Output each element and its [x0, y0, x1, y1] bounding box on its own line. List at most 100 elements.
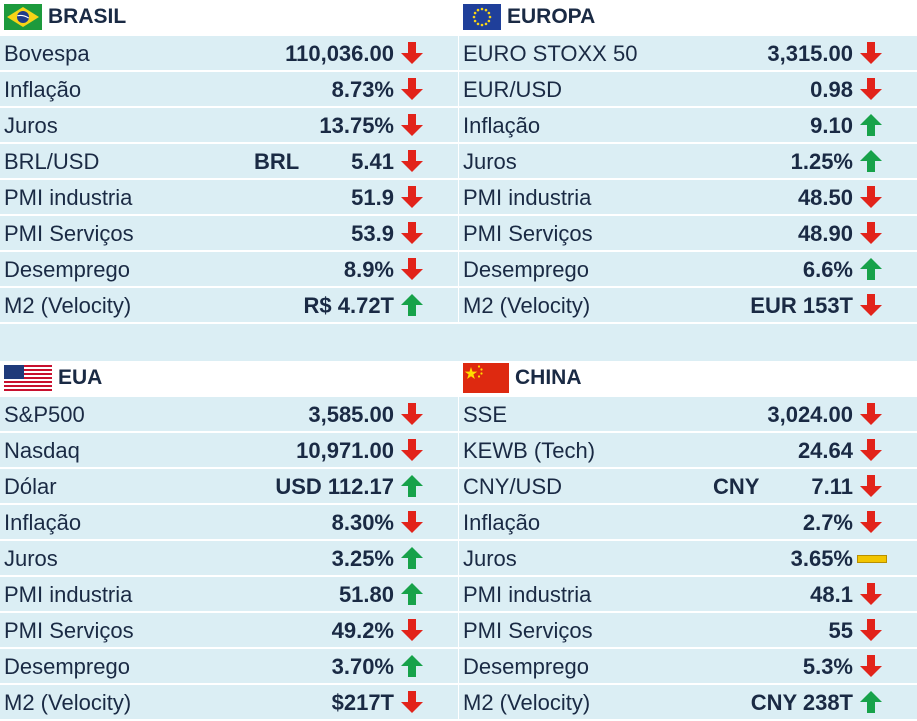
indicator-row: BRL/USD BRL 5.41: [0, 144, 458, 178]
indicator-value: 3.25%: [331, 546, 394, 571]
indicator-row: M2 (Velocity) EUR 153T: [459, 288, 917, 322]
indicator-row: PMI Serviços 49.2%: [0, 613, 458, 647]
arrow-down-icon: [401, 114, 423, 136]
indicator-value: 48.1: [810, 582, 853, 607]
arrow-down-icon: [401, 403, 423, 425]
arrow-down-icon: [860, 583, 882, 605]
panel-title: BRASIL: [48, 5, 127, 28]
panel-header: EUA: [0, 361, 458, 397]
arrow-down-icon: [860, 78, 882, 100]
indicator-list: SSE 3,024.00 KEWB (Tech) 24.64 CNY/USD CNY 7.1…: [459, 397, 917, 719]
indicator-row: M2 (Velocity) CNY 238T: [459, 685, 917, 719]
arrow-down-icon: [401, 619, 423, 641]
indicator-value: 3.70%: [331, 654, 394, 679]
indicator-value: USD 112.17: [275, 474, 394, 499]
indicator-value: 10,971.00: [296, 438, 394, 463]
indicator-label: M2 (Velocity): [4, 293, 132, 318]
arrow-down-icon: [401, 42, 423, 64]
indicator-label: SSE: [463, 402, 508, 427]
arrow-down-icon: [860, 511, 882, 533]
indicator-list: S&P500 3,585.00 Nasdaq 10,971.00 Dólar USD 11…: [0, 397, 458, 719]
indicator-label: KEWB (Tech): [463, 438, 596, 463]
indicator-row: PMI Serviços 53.9: [0, 216, 458, 250]
panel-eua: EUA S&P500 3,585.00 Nasdaq 10,971.00 Dólar US…: [0, 361, 458, 721]
indicator-label: Desemprego: [463, 654, 589, 679]
arrow-up-icon: [860, 691, 882, 713]
indicator-label: EUR/USD: [463, 77, 563, 102]
indicator-value: 8.9%: [343, 257, 394, 282]
arrow-down-icon: [860, 222, 882, 244]
eu-flag-icon: [463, 4, 501, 30]
indicator-label: EURO STOXX 50: [463, 41, 638, 66]
indicator-row: Desemprego 3.70%: [0, 649, 458, 683]
indicator-value: 7.11: [811, 474, 853, 499]
arrow-down-icon: [860, 619, 882, 641]
indicator-label: PMI Serviços: [463, 221, 593, 246]
panel-header: EUROPA: [459, 0, 917, 36]
indicator-value: 8.73%: [331, 77, 394, 102]
brazil-flag-icon: [4, 4, 42, 30]
indicator-label: M2 (Velocity): [463, 293, 591, 318]
usa-flag-icon: [4, 365, 52, 391]
panel-title: EUA: [58, 366, 103, 389]
arrow-down-icon: [860, 475, 882, 497]
section-separator: [0, 324, 917, 361]
indicator-row: SSE 3,024.00: [459, 397, 917, 431]
indicator-value: 24.64: [797, 438, 853, 463]
indicator-value: 48.50: [797, 185, 853, 210]
indicator-label: CNY/USD: [463, 474, 563, 499]
indicator-row: Inflação 2.7%: [459, 505, 917, 539]
indicator-label: M2 (Velocity): [463, 690, 591, 715]
china-flag-icon: [463, 363, 509, 393]
arrow-down-icon: [401, 186, 423, 208]
arrow-up-icon: [401, 547, 423, 569]
arrow-up-icon: [401, 294, 423, 316]
indicator-value: 53.9: [351, 221, 394, 246]
indicator-label: Inflação: [4, 77, 82, 102]
indicator-row: EURO STOXX 50 3,315.00: [459, 36, 917, 70]
indicator-row: Bovespa 110,036.00: [0, 36, 458, 70]
arrow-up-icon: [401, 655, 423, 677]
indicator-label: PMI industria: [4, 582, 133, 607]
indicator-row: Desemprego 8.9%: [0, 252, 458, 286]
indicator-value: 3.65%: [790, 546, 853, 571]
panel-title: CHINA: [515, 366, 582, 389]
indicator-label: Desemprego: [463, 257, 589, 282]
panel-title: EUROPA: [507, 5, 596, 28]
arrow-down-icon: [860, 403, 882, 425]
indicator-value: 1.25%: [790, 149, 853, 174]
indicator-row: Juros 3.25%: [0, 541, 458, 575]
indicator-label: BRL/USD: [4, 149, 100, 174]
indicator-label: Bovespa: [4, 41, 90, 66]
indicator-row: M2 (Velocity) $217T: [0, 685, 458, 719]
indicator-value: 51.9: [351, 185, 394, 210]
arrow-down-icon: [401, 439, 423, 461]
indicator-label: PMI industria: [4, 185, 133, 210]
indicator-value: 5.41: [351, 149, 394, 174]
indicator-row: PMI Serviços 48.90: [459, 216, 917, 250]
indicator-value: 8.30%: [331, 510, 394, 535]
arrow-up-icon: [860, 150, 882, 172]
indicator-row: PMI industria 51.9: [0, 180, 458, 214]
currency-unit: CNY: [713, 474, 760, 499]
arrow-down-icon: [401, 258, 423, 280]
indicator-label: Inflação: [4, 510, 82, 535]
indicator-label: Juros: [463, 546, 517, 571]
indicator-label: Dólar: [4, 474, 57, 499]
arrow-down-icon: [401, 78, 423, 100]
indicator-row: KEWB (Tech) 24.64: [459, 433, 917, 467]
indicator-label: Juros: [4, 113, 58, 138]
indicator-row: Juros 3.65%: [459, 541, 917, 575]
arrow-down-icon: [401, 511, 423, 533]
indicator-row: Nasdaq 10,971.00: [0, 433, 458, 467]
indicator-value: 3,315.00: [767, 41, 853, 66]
indicator-list: EURO STOXX 50 3,315.00 EUR/USD 0.98 Inflação…: [459, 36, 917, 322]
arrow-up-icon: [401, 475, 423, 497]
indicator-value: 0.98: [810, 77, 853, 102]
flat-trend-icon: [857, 555, 887, 563]
panel-header: BRASIL: [0, 0, 458, 36]
indicator-row: Desemprego 6.6%: [459, 252, 917, 286]
arrow-up-icon: [401, 583, 423, 605]
indicator-row: Inflação 8.73%: [0, 72, 458, 106]
indicator-value: R$ 4.72T: [303, 293, 395, 318]
